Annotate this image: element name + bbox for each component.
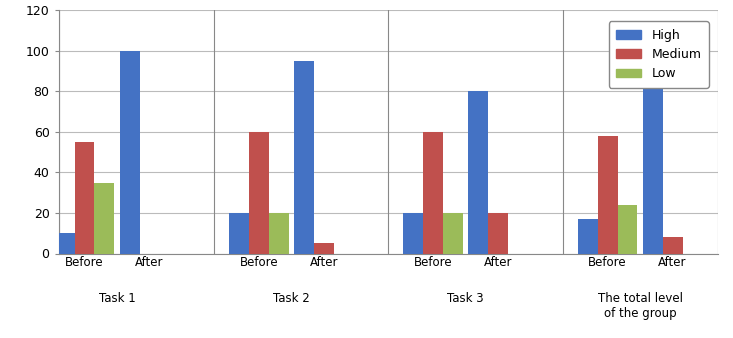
Text: The total level
of the group: The total level of the group <box>597 292 682 320</box>
Text: Task 2: Task 2 <box>273 292 310 306</box>
Bar <box>314 243 334 254</box>
Bar <box>294 61 314 254</box>
Bar <box>578 219 597 254</box>
Bar <box>95 183 114 254</box>
Bar <box>403 213 423 254</box>
Bar <box>643 67 663 254</box>
Legend: High, Medium, Low: High, Medium, Low <box>609 21 709 88</box>
Bar <box>423 132 443 254</box>
Bar <box>488 213 508 254</box>
Bar <box>229 213 249 254</box>
Bar <box>55 233 75 254</box>
Text: Task 3: Task 3 <box>447 292 484 306</box>
Bar <box>119 51 139 253</box>
Bar <box>443 213 463 254</box>
Bar <box>663 237 682 254</box>
Bar <box>269 213 289 254</box>
Bar <box>75 142 95 254</box>
Bar <box>249 132 269 254</box>
Text: Task 1: Task 1 <box>99 292 136 306</box>
Bar <box>468 91 488 254</box>
Bar <box>617 205 638 254</box>
Bar <box>597 136 617 254</box>
